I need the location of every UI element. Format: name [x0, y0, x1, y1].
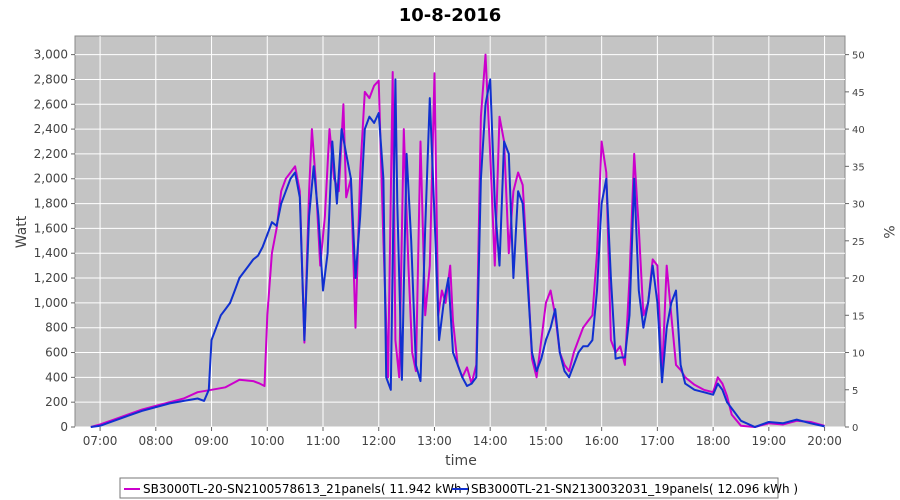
- y2-tick-label: 25: [852, 237, 865, 248]
- y2-tick-label: 20: [852, 274, 865, 285]
- x-tick-label: 09:00: [194, 434, 229, 448]
- legend-box: [119, 477, 779, 499]
- y2-tick-label: 30: [852, 200, 865, 211]
- y-tick-label: 1,200: [34, 271, 68, 285]
- x-tick-label: 10:00: [250, 434, 285, 448]
- right-axis-ticks: 0 5 10 15 20 25 30 35 40 45 50: [845, 51, 865, 434]
- y-tick-label: 1,400: [34, 246, 68, 260]
- y-tick-label: 1,600: [34, 221, 68, 235]
- legend-label-2: SB3000TL-21-SN2130032031_19panels( 12.09…: [471, 482, 798, 496]
- y-tick-label: 400: [45, 370, 68, 384]
- legend: SB3000TL-20-SN2100578613_21panels( 11.94…: [119, 477, 798, 499]
- y-tick-label: 800: [45, 321, 68, 335]
- y-tick-label: 2,200: [34, 147, 68, 161]
- y2-tick-label: 15: [852, 311, 865, 322]
- x-tick-label: 17:00: [640, 434, 675, 448]
- series-line-1: [90, 53, 825, 428]
- x-tick-label: 18:00: [696, 434, 731, 448]
- y-tick-label: 200: [45, 395, 68, 409]
- y-tick-label: 600: [45, 346, 68, 360]
- y-axis-label: Watt: [14, 215, 30, 248]
- series-line-2: [90, 78, 825, 428]
- x-tick-label: 15:00: [529, 434, 564, 448]
- x-tick-label: 07:00: [83, 434, 118, 448]
- x-tick-label: 16:00: [584, 434, 619, 448]
- x-tick-label: 19:00: [752, 434, 787, 448]
- y2-tick-label: 0: [852, 423, 858, 434]
- y2-tick-label: 45: [852, 88, 865, 99]
- y2-tick-label: 10: [852, 349, 865, 360]
- y2-tick-label: 35: [852, 162, 865, 173]
- y2-tick-label: 5: [852, 386, 858, 397]
- series-lines: [90, 53, 825, 428]
- y2-axis-label: %: [880, 225, 896, 238]
- y-tick-label: 3,000: [34, 48, 68, 62]
- x-tick-label: 13:00: [417, 434, 452, 448]
- legend-label-1: SB3000TL-20-SN2100578613_21panels( 11.94…: [143, 482, 470, 496]
- y-tick-label: 2,000: [34, 172, 68, 186]
- x-tick-label: 14:00: [473, 434, 508, 448]
- y-tick-label: 1,800: [34, 197, 68, 211]
- left-axis-ticks: 0 200 400 600 800 1,000 1,200 1,400 1,600 1,800 2,…: [34, 48, 75, 434]
- y-tick-label: 1,000: [34, 296, 68, 310]
- x-tick-label: 12:00: [361, 434, 396, 448]
- x-tick-label: 11:00: [306, 434, 341, 448]
- y2-tick-label: 40: [852, 125, 865, 136]
- x-axis-label: time: [445, 453, 477, 469]
- y-tick-label: 2,600: [34, 97, 68, 111]
- chart-title: 10-8-2016: [399, 5, 502, 26]
- y2-tick-label: 50: [852, 51, 865, 62]
- x-tick-label: 20:00: [807, 434, 842, 448]
- y-tick-label: 2,800: [34, 72, 68, 86]
- y-tick-label: 2,400: [34, 122, 68, 136]
- x-axis-ticks: 07:00 08:00 09:00 10:00 11:00 12:00 13:00 14:00…: [83, 427, 842, 448]
- plot-area: [74, 35, 846, 428]
- gridlines: [75, 36, 845, 428]
- y-tick-label: 0: [60, 420, 68, 434]
- x-tick-label: 08:00: [139, 434, 174, 448]
